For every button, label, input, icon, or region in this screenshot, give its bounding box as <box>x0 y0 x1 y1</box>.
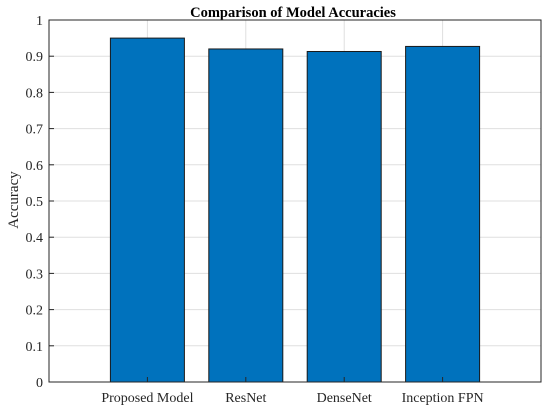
bar-densenet <box>306 50 382 383</box>
bar-inception-fpn <box>405 45 481 383</box>
y-tick-label: 0.8 <box>26 86 44 101</box>
y-tick-label: 0.9 <box>26 50 44 65</box>
y-tick-label: 0 <box>36 376 43 391</box>
x-tick-label: Inception FPN <box>402 391 484 406</box>
x-tick-label: DenseNet <box>317 391 372 406</box>
bar-resnet <box>208 48 284 383</box>
y-tick-label: 0.7 <box>26 123 44 138</box>
x-tick-label: ResNet <box>225 391 266 406</box>
y-axis-label: Accuracy <box>6 171 22 229</box>
y-tick-label: 1 <box>36 14 43 29</box>
y-tick-label: 0.2 <box>26 304 44 319</box>
y-tick-label: 0.4 <box>26 231 44 246</box>
axis-ticks: 0 0.1 0.2 0.3 0.4 0.5 0.6 0.7 0.8 0.9 1 Proposed Mo… <box>26 14 484 406</box>
y-tick-label: 0.5 <box>26 195 44 210</box>
chart-title: Comparison of Model Accuracies <box>190 5 396 21</box>
x-tick-label: Proposed Model <box>101 391 193 406</box>
y-tick-label: 0.6 <box>26 159 44 174</box>
bar-proposed-model <box>109 37 185 383</box>
y-tick-label: 0.1 <box>26 340 44 355</box>
y-tick-label: 0.3 <box>26 267 44 282</box>
bars <box>109 37 481 383</box>
